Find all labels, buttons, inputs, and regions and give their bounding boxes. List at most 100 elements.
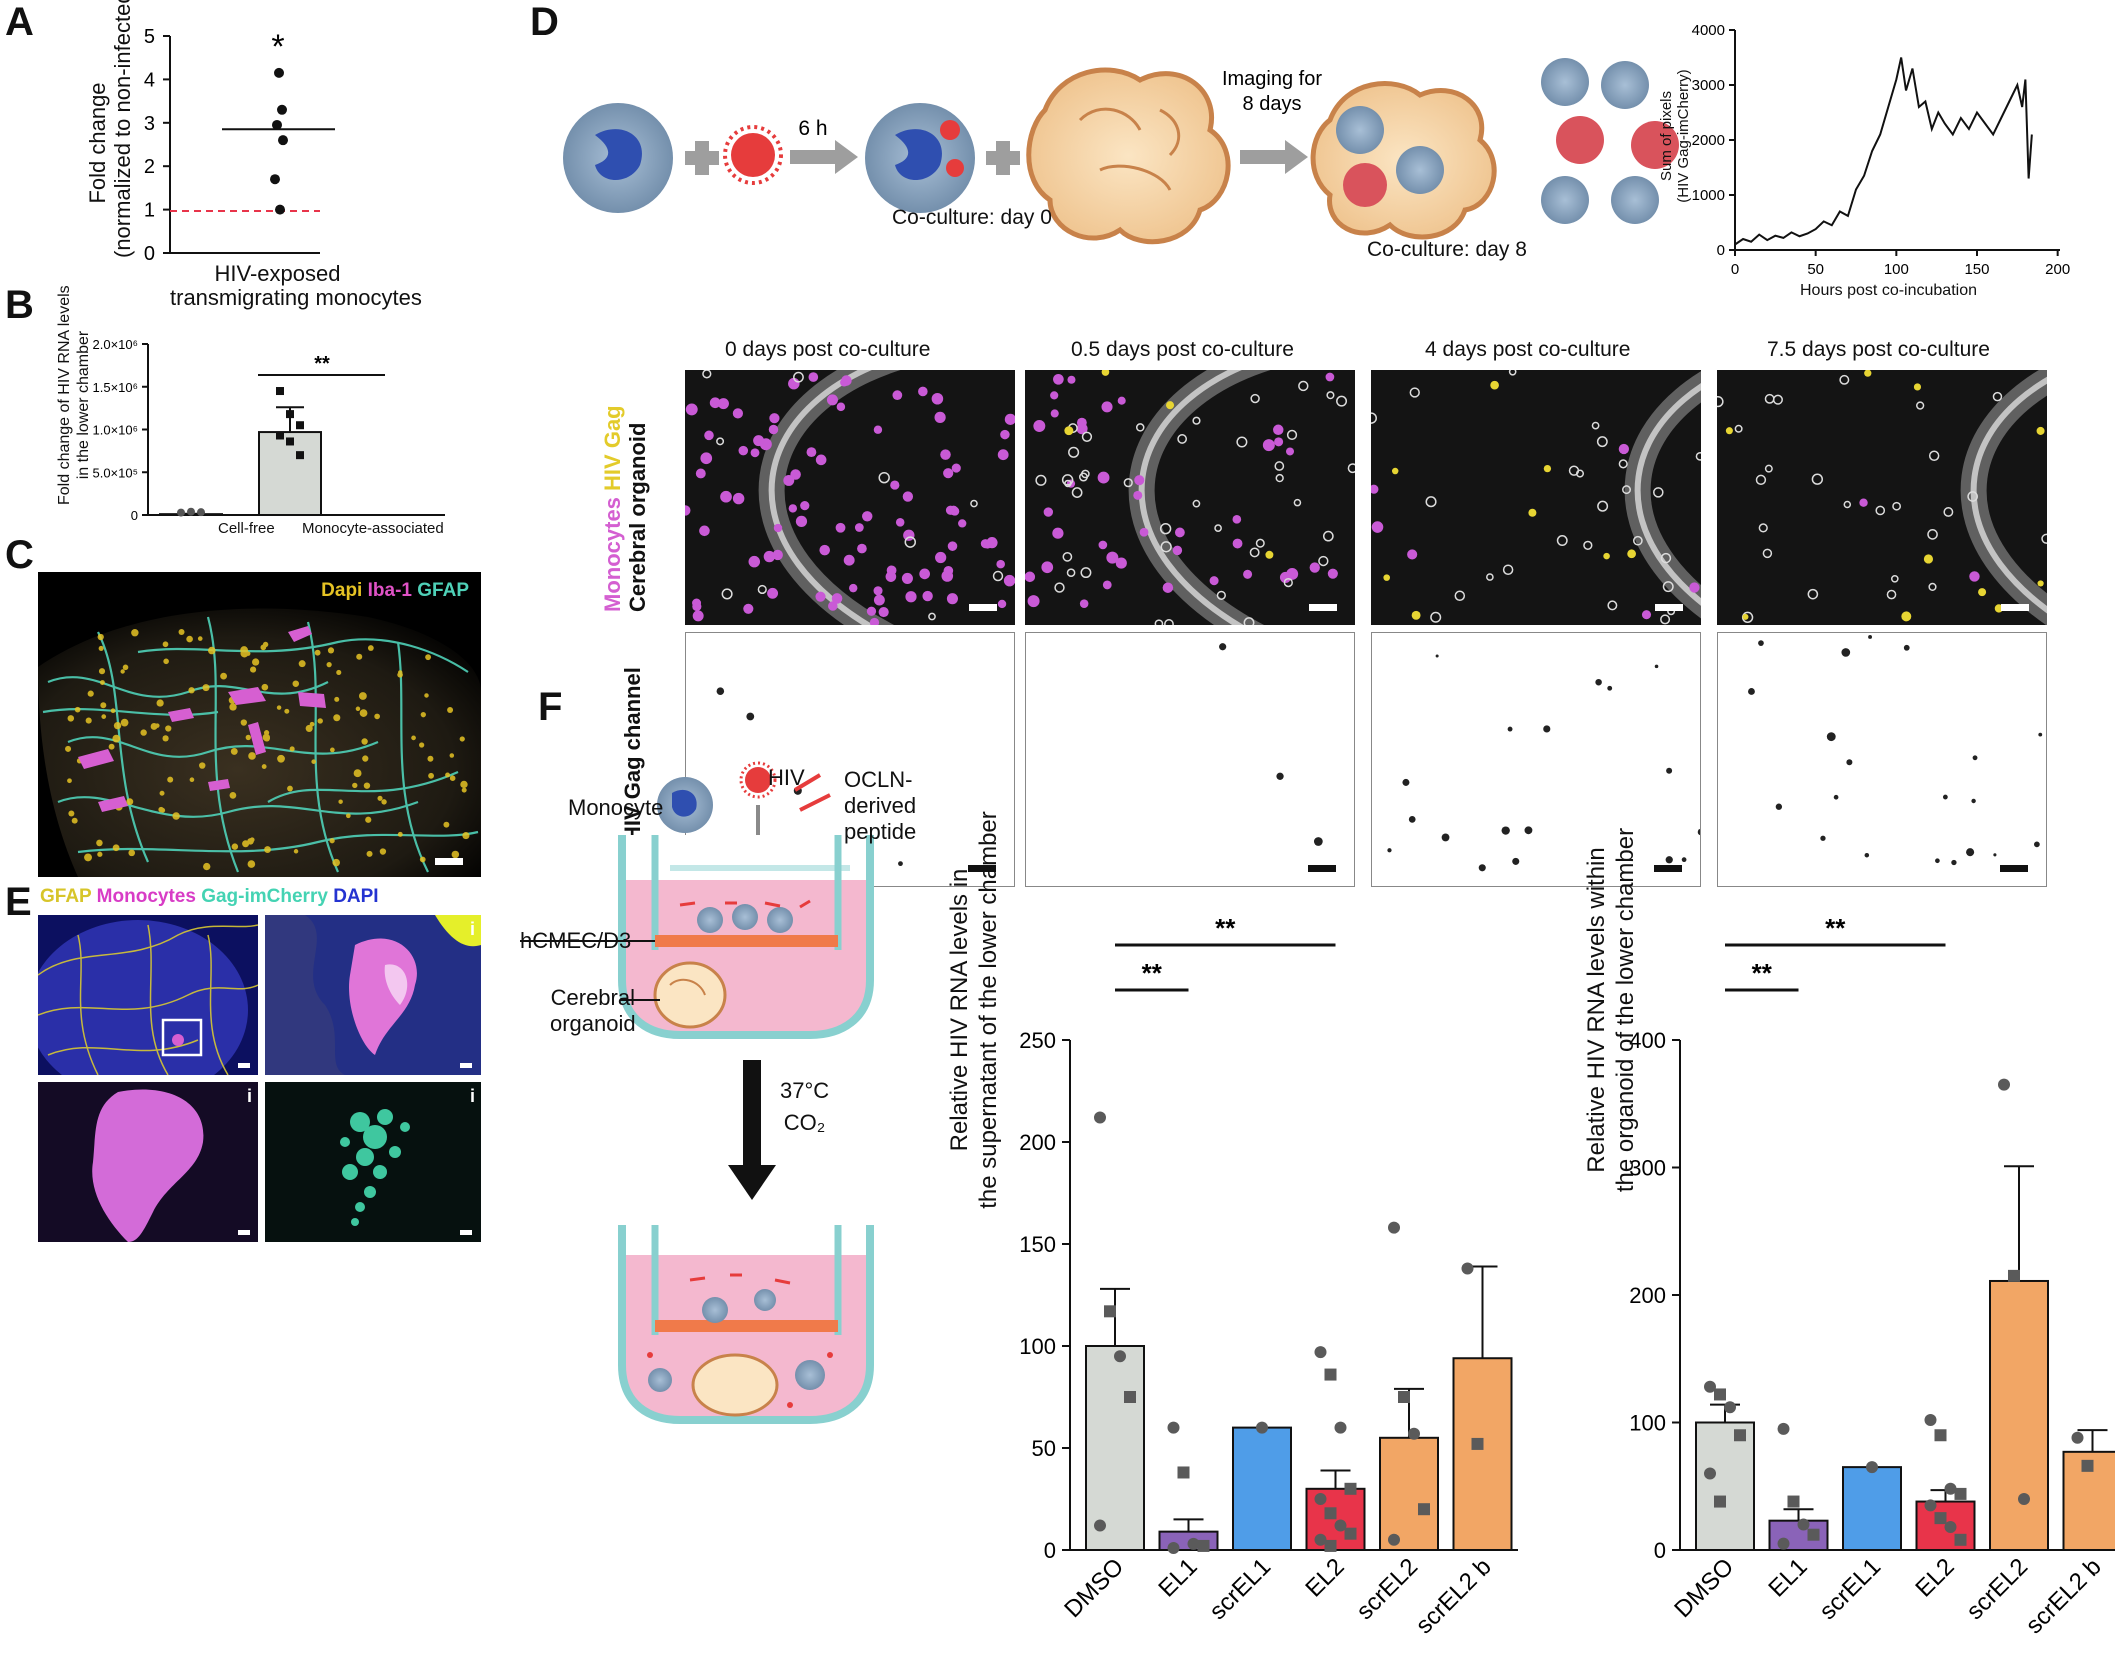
- data-point: [1724, 1401, 1736, 1414]
- nucleus-dot: [128, 849, 136, 857]
- d-inset-ylabel: Sum of pixels (HIV Gag-imCherry): [1658, 69, 1692, 203]
- timelapse-gag-channel-image-1: [1025, 632, 1355, 887]
- y-tick-label: 150: [1019, 1232, 1056, 1257]
- timepoint-0: 0 days post co-culture: [725, 338, 931, 361]
- arrow-icon: [743, 1060, 761, 1170]
- b-category-monocyte-associated: Monocyte-associated: [302, 520, 444, 537]
- nucleus-dot: [165, 725, 172, 732]
- data-point: [1704, 1380, 1716, 1393]
- data-point: [1124, 1391, 1136, 1403]
- y-tick-label: 100: [1629, 1411, 1666, 1436]
- nucleus-dot: [332, 858, 340, 867]
- data-point: [1324, 1507, 1337, 1520]
- nucleus-dot: [240, 719, 247, 726]
- data-point: [1998, 1078, 2010, 1091]
- data-point: [1344, 1527, 1357, 1540]
- nucleus-dot: [113, 721, 122, 730]
- nucleus-dot: [333, 714, 341, 722]
- zoom-inset-merged-render: [265, 915, 481, 1075]
- nucleus-dot: [462, 832, 470, 840]
- nucleus-dot: [309, 721, 315, 727]
- zoom-inset-gag-render: [340, 1109, 410, 1226]
- nucleus-dot: [460, 780, 468, 789]
- nucleus-dot: [159, 790, 165, 796]
- x-tick-label: scrEL2 b: [2021, 1553, 2107, 1639]
- panel-c-legend: Dapi Iba-1 GFAP: [321, 580, 469, 601]
- nucleus-dot: [366, 850, 373, 857]
- nucleus-dot: [447, 706, 454, 713]
- panel-g-ylabel: Relative HIV RNA levels in the supernatan…: [946, 811, 1002, 1209]
- timelapse-gag-channel-render: [1748, 635, 2043, 866]
- data-point: [1714, 1388, 1726, 1401]
- data-point: [1954, 1533, 1967, 1546]
- nucleus-dot: [361, 738, 368, 745]
- panel-b-chart: 0 5.0×10⁵ 1.0×10⁶ 1.5×10⁶ 2.0×10⁶ **: [92, 337, 445, 523]
- x-tick-label: scrEL2: [1961, 1553, 2033, 1625]
- nucleus-dot: [140, 729, 147, 736]
- timelapse-gag-channel-image-3: [1717, 632, 2047, 887]
- nucleus-dot: [98, 645, 104, 651]
- nucleus-dot: [65, 745, 72, 752]
- data-point: [1934, 1429, 1947, 1442]
- nucleus-dot: [162, 641, 169, 648]
- nucleus-dot: [411, 735, 416, 741]
- timelapse-merged-image-2: [1371, 370, 1701, 625]
- coculture-day0-label: Co-culture: day 0: [892, 206, 1052, 229]
- nucleus-dot: [68, 810, 75, 817]
- transwell-top: [618, 835, 874, 1039]
- nucleus-dot: [264, 846, 271, 853]
- bar: [1085, 1345, 1145, 1551]
- significance-stars: **: [1215, 913, 1236, 943]
- significance-stars: **: [1825, 913, 1846, 943]
- significance-stars: **: [1142, 958, 1163, 988]
- data-point: [274, 67, 284, 78]
- nucleus-dot: [108, 743, 115, 750]
- nucleus-dot: [229, 792, 237, 799]
- data-point: [296, 451, 304, 460]
- nucleus-dot: [126, 798, 134, 806]
- nucleus-dot: [230, 747, 238, 755]
- nucleus-dot: [329, 838, 335, 844]
- y-tick-label: 1: [144, 200, 155, 222]
- nucleus-dot: [459, 736, 465, 742]
- x-tick-label: DMSO: [1059, 1553, 1129, 1623]
- panel-a-xlabel: HIV-exposed transmigrating monocytes: [170, 261, 422, 310]
- nucleus-dot: [162, 735, 169, 742]
- significance-stars: **: [314, 353, 330, 375]
- data-point: [1418, 1503, 1430, 1516]
- data-point: [1324, 1368, 1337, 1381]
- bar: [1232, 1426, 1292, 1551]
- zoom-inset-merged: i: [265, 915, 481, 1075]
- nucleus-dot: [249, 837, 255, 843]
- nucleus-dot: [122, 664, 129, 671]
- panel-label-c: C: [5, 533, 34, 577]
- significance-stars: **: [1752, 958, 1773, 988]
- timelapse-merged-image-3: [1717, 370, 2047, 625]
- panel-label-b: B: [5, 283, 34, 327]
- inset-marker: i: [246, 1086, 252, 1106]
- data-point: [1167, 1541, 1180, 1554]
- nucleus-dot: [112, 844, 120, 852]
- y-tick-label: 4: [144, 69, 155, 91]
- nucleus-dot: [85, 717, 92, 724]
- inset-marker: i: [469, 1086, 475, 1106]
- nucleus-dot: [240, 646, 249, 655]
- data-point: [187, 507, 195, 516]
- y-tick-label: 100: [1019, 1334, 1056, 1359]
- nucleus-dot: [97, 851, 103, 857]
- x-tick-label: scrEL1: [1204, 1553, 1276, 1625]
- arrow-icon: [790, 140, 858, 174]
- infected-monocyte-icon: [865, 103, 975, 213]
- nucleus-dot: [67, 778, 72, 784]
- f-conditions-label: 37°C CO₂: [780, 1078, 830, 1135]
- nucleus-dot: [277, 754, 285, 763]
- zoom-box: [161, 1018, 203, 1057]
- y-tick-label: 3: [144, 113, 155, 135]
- nucleus-dot: [362, 755, 369, 762]
- coculture-day8-icon: [1310, 58, 1679, 240]
- data-point: [1334, 1421, 1347, 1434]
- data-point: [296, 421, 304, 430]
- panel-d-schematic: 6 h Imaging for 8 days: [563, 58, 1679, 245]
- data-point: [2081, 1459, 2094, 1472]
- timelapse-gag-channel-image-2: [1371, 632, 1701, 887]
